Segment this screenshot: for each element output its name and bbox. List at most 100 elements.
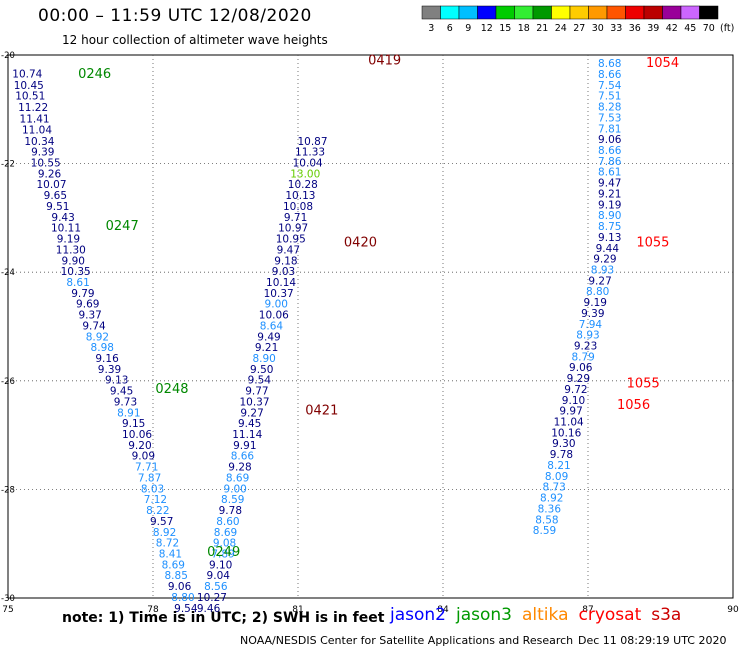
swh-value-label: 8.69 [214,527,237,539]
swh-value-label: 8.80 [586,286,609,298]
swh-value-label: 9.72 [564,384,587,396]
scale-label: 3 [428,23,434,34]
swh-value-label: 9.49 [257,331,280,343]
legend-altika: altika [522,605,569,625]
swh-value-label: 8.61 [66,277,89,289]
pass-time-label: 0420 [344,235,377,250]
swh-value-label: 9.19 [584,297,607,309]
swh-value-label: 9.43 [51,212,74,224]
swh-value-label: 9.00 [223,483,246,495]
swh-value-label: 10.51 [15,91,45,103]
color-scale-legend: 3 6 9 12 15 18 21 24 27 30 33 36 39 42 45 70 (ft) [421,5,734,34]
swh-value-label: 9.54 [174,603,198,615]
swh-value-label: 8.28 [598,102,621,114]
swh-value-label: 10.87 [297,136,327,148]
scale-label: 18 [518,23,530,34]
swh-value-label: 9.78 [550,449,573,461]
swh-value-label: 10.35 [61,266,91,278]
swh-value-label: 9.97 [559,406,582,418]
swh-value-label: 8.68 [598,58,621,70]
scale-label: 12 [481,23,493,34]
swh-value-label: 10.11 [51,223,81,235]
swh-value-label: 7.51 [598,91,621,103]
swh-value-label: 9.06 [569,362,593,374]
swh-value-label: 9.91 [233,440,256,452]
swh-value-label: 8.36 [538,503,562,515]
swh-value-label: 11.30 [56,244,86,256]
plot-frame [7,54,734,599]
swh-value-label: 8.22 [146,505,169,517]
pass-time-label: 0246 [78,67,111,82]
swh-value-label: 7.71 [135,462,158,474]
footer-credit: NOAA/NESDIS Center for Satellite Applica… [240,634,574,647]
swh-value-label: 9.90 [62,255,85,267]
swh-value-label: 8.85 [165,570,188,582]
x-tick-label: 78 [147,605,159,615]
swh-value-label: 8.21 [547,460,570,472]
swh-value-label: 9.20 [128,440,151,452]
scale-label: 36 [629,23,641,34]
pass-time-label: 0248 [155,382,188,397]
swh-value-label: 7.89 [211,548,234,560]
swh-value-label: 9.39 [581,308,604,320]
y-tick-label: -30 [1,594,15,604]
swh-value-label: 8.93 [576,330,599,342]
scale-label: 70 [703,23,715,34]
pass-time-label: 1055 [627,377,660,392]
swh-value-label: 9.18 [274,255,297,267]
swh-value-label: 10.37 [264,288,294,300]
swh-value-label: 10.45 [14,80,44,92]
swh-value-label: 9.21 [255,342,278,354]
swh-value-label: 8.75 [598,221,621,233]
swh-value-label: 9.47 [598,178,621,190]
x-tick-label: 81 [292,605,303,615]
swh-value-label: 8.93 [591,264,614,276]
swh-value-label: 10.06 [259,310,289,322]
swh-value-label: 9.26 [38,168,62,180]
pass-time-label: 1056 [617,398,650,413]
scale-label: 45 [684,23,696,34]
swh-value-label: 7.54 [598,80,622,92]
swh-value-label: 7.81 [598,123,621,135]
swh-value-label: 11.22 [18,102,48,114]
swh-value-label: 9.51 [46,201,69,213]
swh-value-label: 8.59 [533,525,556,537]
x-tick-label: 87 [582,605,593,615]
swh-value-label: 9.27 [240,407,263,419]
scale-label: 24 [555,23,567,34]
chart-subtitle: 12 hour collection of altimeter wave hei… [62,33,328,47]
pass-time-label: 1054 [646,56,679,71]
swh-value-label: 9.28 [228,462,251,474]
swh-value-label: 9.10 [562,395,585,407]
legend-s3a: s3a [651,605,682,625]
y-tick-label: -22 [1,160,15,170]
swh-value-label: 8.60 [216,516,239,528]
swh-value-label: 11.41 [20,114,50,126]
swh-value-label: 9.37 [78,310,101,322]
swh-value-label: 9.19 [57,234,80,246]
swh-value-label: 8.79 [571,351,594,363]
scale-swatch [699,5,719,20]
pass-time-label: 0249 [207,545,240,560]
swh-value-label: 9.04 [207,570,231,582]
swh-value-label: 9.73 [114,396,137,408]
swh-value-label: 10.37 [239,396,269,408]
swh-value-label: 9.44 [596,243,620,255]
swh-value-label: 9.29 [593,254,616,266]
swh-value-label: 9.47 [277,244,300,256]
scale-label: 30 [592,23,604,34]
scale-label: 9 [465,23,471,34]
swh-value-label: 8.72 [156,538,179,550]
scale-label: 15 [499,23,511,34]
legend-cryosat: cryosat [578,605,642,625]
swh-value-label: 9.45 [110,386,133,398]
swh-value-label: 9.69 [76,299,99,311]
swh-value-label: 9.57 [150,516,173,528]
pass-time-label: 1055 [636,235,669,250]
swh-value-label: 9.54 [248,375,272,387]
swh-value-label: 8.69 [226,472,249,484]
swh-value-label: 9.45 [238,418,261,430]
swh-value-label: 11.33 [295,147,325,159]
swh-value-label: 9.23 [574,341,597,353]
